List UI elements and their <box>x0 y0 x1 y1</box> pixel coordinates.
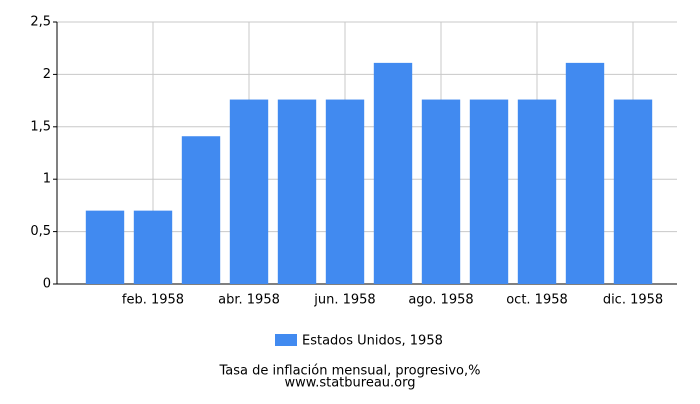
y-tick-label: 1 <box>43 172 51 187</box>
y-tick-label: 1,5 <box>30 119 51 134</box>
x-tick-label: dic. 1958 <box>603 293 663 308</box>
y-tick-label: 0,5 <box>30 224 51 239</box>
legend-label: Estados Unidos, 1958 <box>302 334 443 349</box>
legend-swatch <box>275 334 297 346</box>
bar <box>181 136 221 284</box>
x-tick-label: oct. 1958 <box>506 293 568 308</box>
bar <box>277 99 317 284</box>
bar <box>517 99 557 284</box>
x-tick-label: ago. 1958 <box>408 293 473 308</box>
bar <box>325 99 365 284</box>
chart-title: Tasa de inflación mensual, progresivo,% <box>219 364 481 379</box>
bar <box>133 210 173 284</box>
bar <box>613 99 653 284</box>
x-tick-label: abr. 1958 <box>218 293 280 308</box>
x-tick-label: feb. 1958 <box>122 293 184 308</box>
x-tick-label: jun. 1958 <box>313 293 375 308</box>
bar <box>469 99 509 284</box>
y-tick-label: 2 <box>43 67 51 82</box>
bar <box>229 99 269 284</box>
bar <box>85 210 125 284</box>
bar <box>373 62 413 284</box>
source: www.statbureau.org <box>285 376 416 391</box>
y-tick-label: 0 <box>43 277 51 292</box>
bar <box>565 62 605 284</box>
bar <box>421 99 461 284</box>
y-tick-label: 2,5 <box>30 15 51 30</box>
